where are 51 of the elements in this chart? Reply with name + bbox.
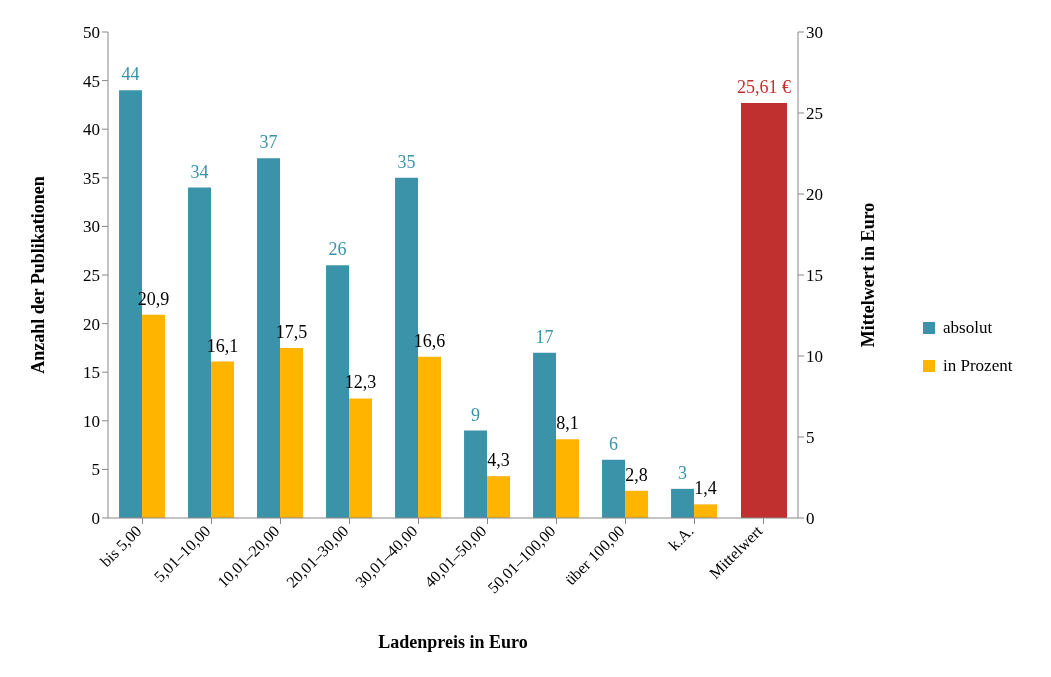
y-tick-label: 10 <box>83 411 100 431</box>
bar <box>625 490 649 518</box>
y-tick-label: 35 <box>83 168 100 188</box>
bar <box>418 356 442 518</box>
y2-tick-label: 5 <box>806 428 815 448</box>
bar <box>694 504 718 518</box>
bar <box>602 459 626 518</box>
x-axis-title: Ladenpreis in Euro <box>378 632 528 652</box>
y2-tick-label: 30 <box>806 23 823 43</box>
bar <box>671 488 695 518</box>
data-label: 1,4 <box>694 478 717 499</box>
data-label: 26 <box>328 239 347 260</box>
data-label: 44 <box>121 64 140 85</box>
y-tick-label: 45 <box>83 71 100 91</box>
y2-tick-label: 20 <box>806 185 823 205</box>
y2-tick-label: 15 <box>806 266 823 286</box>
data-label: 9 <box>471 404 481 425</box>
y-axis-title: Anzahl der Publikationen <box>28 176 49 374</box>
data-label: 3 <box>678 462 688 483</box>
y2-axis-title: Mittelwert in Euro <box>858 202 879 348</box>
data-label: 25,61 € <box>737 77 791 98</box>
bar <box>487 476 511 518</box>
data-label: 6 <box>609 433 619 454</box>
bar <box>349 398 373 518</box>
y2-tick-label: 10 <box>806 347 823 367</box>
y2-tick-label: 0 <box>806 509 815 529</box>
data-label: 2,8 <box>625 464 648 485</box>
data-label: 4,3 <box>487 450 510 471</box>
y-tick-label: 50 <box>83 23 100 43</box>
bar <box>556 439 580 518</box>
bar <box>211 361 235 518</box>
y-tick-label: 25 <box>83 266 100 286</box>
y-tick-label: 30 <box>83 217 100 237</box>
y-tick-label: 5 <box>91 460 100 480</box>
data-label: 17 <box>535 326 554 347</box>
data-label: 35 <box>397 151 416 172</box>
y-tick-label: 15 <box>83 363 100 383</box>
y2-tick-label: 25 <box>806 104 823 124</box>
bar <box>533 352 557 518</box>
legend-label: in Prozent <box>943 356 1013 376</box>
data-label: 8,1 <box>556 413 579 434</box>
bar <box>464 430 488 518</box>
legend-label: absolut <box>943 318 993 338</box>
x-tick-label: k.A. <box>665 522 697 554</box>
bar <box>142 314 166 518</box>
bar <box>280 347 304 518</box>
y-tick-label: 40 <box>83 120 100 140</box>
y-tick-label: 0 <box>91 509 100 529</box>
data-label: 37 <box>259 132 278 153</box>
y-tick-label: 20 <box>83 314 100 334</box>
data-label: 34 <box>190 161 209 182</box>
